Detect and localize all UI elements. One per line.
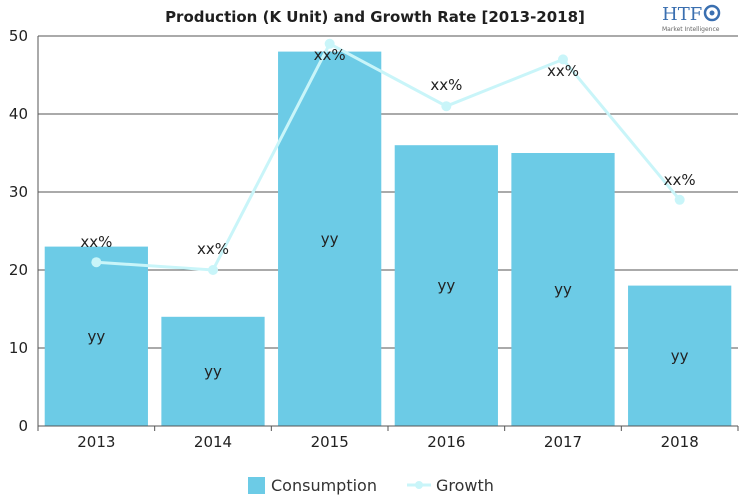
bar-consumption xyxy=(161,316,265,426)
legend: Consumption Growth xyxy=(248,476,494,495)
gear-icon xyxy=(703,4,721,22)
bar-consumption xyxy=(511,153,615,426)
bars xyxy=(44,51,732,426)
legend-growth-marker xyxy=(415,481,423,489)
growth-value-label: xx% xyxy=(430,76,462,94)
bar-value-label: yy xyxy=(321,230,339,248)
x-tick-label: 2014 xyxy=(194,433,232,451)
growth-value-label: xx% xyxy=(80,233,112,251)
x-tick-label: 2018 xyxy=(661,433,699,451)
y-tick-label: 30 xyxy=(9,183,28,201)
growth-point xyxy=(441,101,452,112)
legend-growth-label: Growth xyxy=(436,476,494,495)
x-tick-label: 2013 xyxy=(77,433,115,451)
growth-value-label: xx% xyxy=(197,240,229,258)
growth-series-line xyxy=(96,41,681,272)
growth-value-label: xx% xyxy=(547,62,579,80)
bar-consumption xyxy=(628,285,732,426)
growth-value-label: xx% xyxy=(314,46,346,64)
htf-logo: HTF Market Intelligence xyxy=(662,4,721,33)
legend-consumption-swatch xyxy=(248,477,265,494)
bar-value-label: yy xyxy=(87,327,105,345)
growth-value-label: xx% xyxy=(664,171,696,189)
y-tick-label: 50 xyxy=(9,27,28,45)
bar-value-label: yy xyxy=(554,281,572,299)
logo-text: HTF xyxy=(662,4,702,25)
growth-point xyxy=(208,265,218,275)
growth-line xyxy=(91,38,685,275)
growth-point xyxy=(324,38,335,49)
y-tick-label: 10 xyxy=(9,339,28,357)
x-tick-label: 2016 xyxy=(427,433,465,451)
grid-lines xyxy=(38,35,738,349)
y-axis: 0 10 20 30 40 50 xyxy=(9,27,39,435)
growth-point xyxy=(674,194,685,205)
logo-subtext: Market Intelligence xyxy=(662,26,720,33)
y-tick-label: 0 xyxy=(18,417,28,435)
y-tick-label: 40 xyxy=(9,105,28,123)
data-labels: yy yy yy yy yy yy xx% xx% xx% xx% xx% xx% xyxy=(80,46,695,380)
bar-value-label: yy xyxy=(671,347,689,365)
growth-point xyxy=(558,54,568,65)
x-tick-label: 2015 xyxy=(311,433,349,451)
bar-value-label: yy xyxy=(437,277,455,295)
y-tick-label: 20 xyxy=(9,261,28,279)
growth-point xyxy=(91,257,102,268)
x-tick-label: 2017 xyxy=(544,433,582,451)
legend-consumption-label: Consumption xyxy=(271,476,377,495)
x-axis: 2013 2014 2015 2016 2017 2018 xyxy=(37,425,739,451)
bar-consumption xyxy=(278,51,382,426)
bar-consumption xyxy=(44,246,148,426)
chart-title: Production (K Unit) and Growth Rate [201… xyxy=(165,8,585,26)
bar-consumption xyxy=(394,145,498,426)
bar-value-label: yy xyxy=(204,362,222,380)
